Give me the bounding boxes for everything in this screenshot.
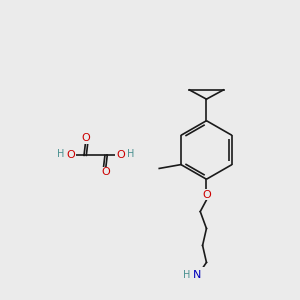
- Text: N: N: [193, 270, 201, 280]
- Text: O: O: [202, 190, 211, 200]
- Text: H: H: [127, 149, 134, 159]
- Text: O: O: [81, 134, 90, 143]
- Text: O: O: [67, 150, 75, 160]
- Text: O: O: [101, 167, 110, 177]
- Text: H: H: [183, 271, 190, 281]
- Text: H: H: [57, 149, 64, 159]
- Text: O: O: [116, 150, 125, 160]
